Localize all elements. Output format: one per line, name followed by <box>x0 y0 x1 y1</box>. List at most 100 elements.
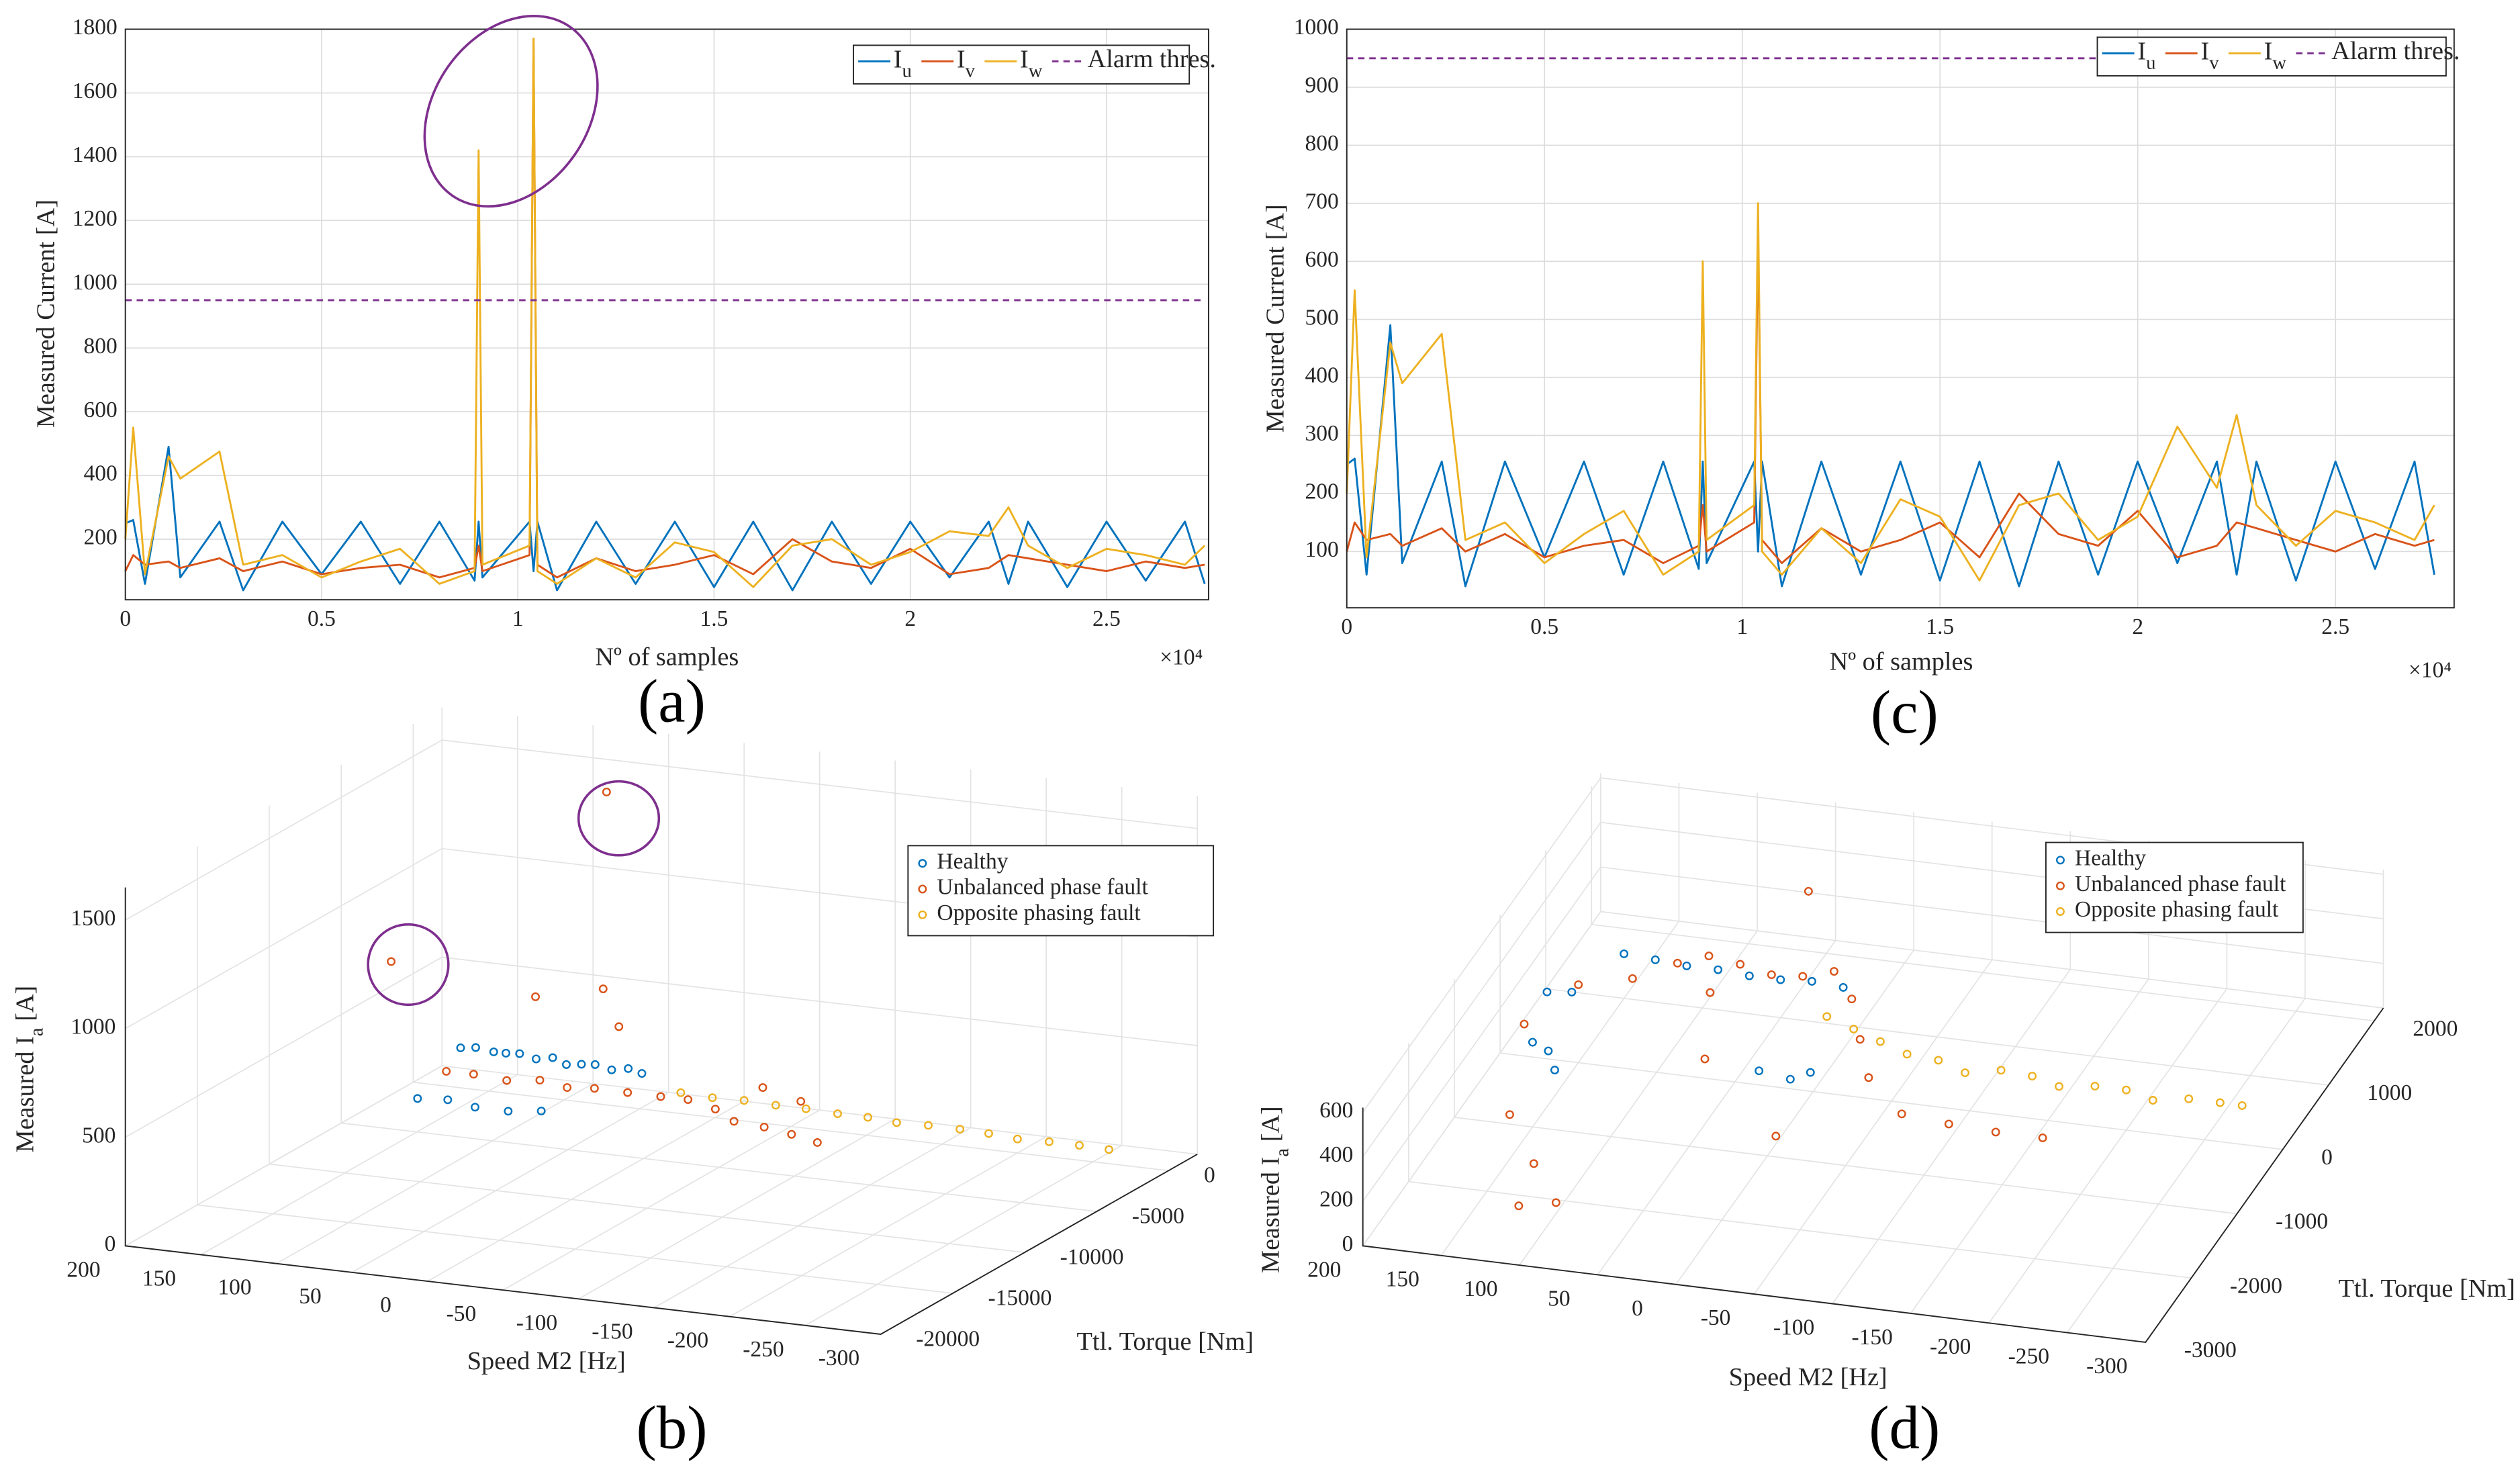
data-point <box>1714 965 1723 974</box>
z-tick-label: 400 <box>1319 1142 1353 1167</box>
legend-label: Alarm thres. <box>2331 37 2460 65</box>
data-point <box>590 1060 600 1069</box>
legend-label: Healthy <box>937 849 1008 874</box>
x-tick-label: -100 <box>1773 1315 1814 1340</box>
data-point <box>2237 1101 2247 1110</box>
data-point <box>984 1129 993 1138</box>
data-point <box>1013 1134 1022 1144</box>
x-tick-label: 2 <box>2132 614 2143 639</box>
data-point <box>1776 975 1785 984</box>
data-point <box>1550 1066 1559 1074</box>
z-axis-label: Measured Ia [A] <box>1256 1106 1293 1273</box>
data-point <box>924 1121 933 1130</box>
data-point <box>607 1065 616 1074</box>
panel-label: (a) <box>638 667 706 735</box>
legend-label: Iv <box>2200 37 2219 73</box>
series-line <box>1346 324 2435 588</box>
y-tick-label: 400 <box>83 461 117 486</box>
data-point <box>739 1096 749 1105</box>
legend-label: Opposite phasing fault <box>937 900 1141 925</box>
data-point <box>771 1101 780 1110</box>
legend-box <box>907 845 1215 937</box>
data-point <box>2028 1072 2037 1081</box>
data-point <box>1650 955 1660 964</box>
data-point <box>562 1060 571 1069</box>
data-point <box>535 1076 545 1085</box>
y-tick-label: 200 <box>83 525 117 550</box>
data-point <box>1529 1159 1538 1168</box>
data-point <box>1838 983 1848 992</box>
legend-label: Healthy <box>2075 846 2146 871</box>
y-axis-label: Measured Current [A] <box>1262 204 1290 432</box>
series-line <box>1346 231 2435 565</box>
x-axis-label: Nº of samples <box>1830 648 1973 676</box>
x-axis-label: Speed M2 [Hz] <box>467 1347 626 1375</box>
z-tick-label: 200 <box>1319 1187 1353 1212</box>
data-point <box>515 1049 524 1058</box>
data-point <box>1897 1109 1906 1119</box>
data-point <box>598 984 608 994</box>
data-point <box>1798 972 1808 981</box>
y-tick-label: -1000 <box>2276 1209 2328 1234</box>
data-point <box>812 1138 822 1147</box>
x-tick-label: 2 <box>904 606 916 631</box>
y-tick-label: -10000 <box>1060 1244 1124 1269</box>
data-point <box>1736 960 1745 969</box>
data-point <box>1767 970 1776 980</box>
y-tick-label: 1600 <box>73 79 118 103</box>
x-tick-label: 200 <box>1307 1257 1341 1282</box>
annotation-circle <box>577 780 661 857</box>
grid-line <box>1362 911 2384 1246</box>
x-tick-label: 100 <box>218 1275 251 1300</box>
y-tick-label: 1000 <box>2367 1080 2412 1105</box>
data-point <box>892 1118 901 1127</box>
x-tick-label: 1.5 <box>1926 614 1954 639</box>
y-tick-label: 1200 <box>73 206 118 231</box>
data-point <box>1105 1145 1113 1154</box>
x-tick-label: 150 <box>1386 1267 1419 1292</box>
data-point <box>1505 1110 1514 1119</box>
x-tick-label: -300 <box>2086 1354 2127 1379</box>
axis-line <box>124 887 1198 1335</box>
legend-marker <box>2055 907 2065 916</box>
data-point <box>602 787 611 796</box>
data-point <box>787 1129 796 1139</box>
data-point <box>577 1060 586 1069</box>
data-point <box>864 1113 872 1122</box>
annotation-circle <box>367 923 450 1007</box>
panel-label: (c) <box>1871 678 1939 746</box>
data-point <box>502 1076 512 1085</box>
x-tick-label: 1 <box>512 606 524 631</box>
y-tick-label: -5000 <box>1132 1203 1184 1228</box>
x-multiplier: ×10⁴ <box>2409 658 2452 683</box>
legend-label: Iu <box>894 45 912 81</box>
data-point <box>563 1083 572 1093</box>
data-point <box>2215 1098 2225 1107</box>
legend-box <box>2096 36 2447 77</box>
data-point <box>1542 987 1552 996</box>
legend-box <box>852 44 1191 85</box>
series-line <box>125 445 1206 592</box>
series-line <box>124 38 1205 579</box>
legend-label: Iv <box>957 45 976 81</box>
data-point <box>758 1083 767 1093</box>
y-tick-label: 2000 <box>2413 1016 2458 1041</box>
data-point <box>1544 1046 1553 1056</box>
data-point <box>2148 1096 2157 1105</box>
legend-label: Unbalanced phase fault <box>937 875 1148 900</box>
data-point <box>623 1088 633 1097</box>
y-tick-label: 0 <box>1204 1163 1215 1188</box>
x-tick-label: 0.5 <box>308 606 336 631</box>
data-point <box>796 1097 806 1106</box>
x-tick-label: -150 <box>592 1319 633 1344</box>
y-tick-label: 800 <box>83 334 117 359</box>
grid-line <box>125 739 1198 921</box>
data-point <box>2184 1094 2194 1103</box>
x-tick-label: 50 <box>299 1284 322 1309</box>
x-tick-label: 2.5 <box>1092 606 1121 631</box>
x-tick-label: 100 <box>1464 1277 1497 1301</box>
y-tick-label: -20000 <box>916 1326 980 1351</box>
y-tick-label: 1000 <box>73 270 118 295</box>
data-point <box>469 1070 478 1079</box>
data-point <box>656 1092 665 1101</box>
